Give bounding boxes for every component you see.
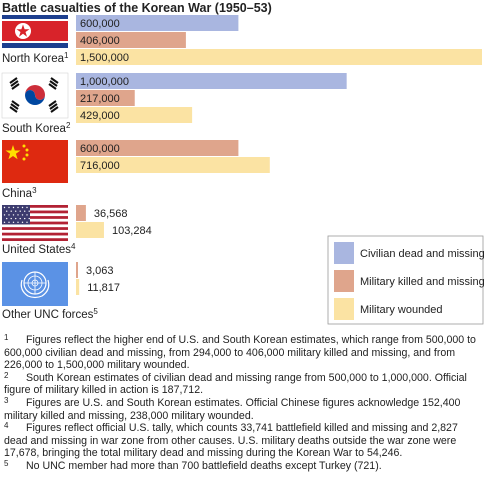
footnote: 3 Figures are U.S. and South Korean estim…	[4, 395, 461, 422]
bar-value-label: 11,817	[87, 282, 120, 294]
country-name-united-states: United States4	[2, 242, 76, 256]
bar-value-label: 36,568	[94, 208, 128, 220]
china-flag	[2, 140, 68, 183]
bar-military-killed	[76, 90, 135, 106]
bar-value-label: 600,000	[80, 18, 120, 30]
bar-military-wounded	[76, 279, 80, 295]
bar-military-wounded	[76, 157, 270, 173]
footnote: 5 No UNC member had more than 700 battlef…	[4, 458, 382, 472]
bar-military-killed	[76, 140, 239, 156]
bar-military-killed	[76, 262, 78, 278]
bar-military-wounded	[76, 49, 482, 65]
bar-value-label: 1,500,000	[80, 52, 129, 64]
legend-swatch-military-wounded	[334, 298, 354, 320]
bar-military-wounded	[76, 107, 193, 123]
bar-value-label: 103,284	[112, 225, 152, 237]
bar-value-label: 1,000,000	[80, 76, 129, 88]
bar-value-label: 429,000	[80, 110, 120, 122]
country-name-north-korea: North Korea1	[2, 51, 69, 65]
bar-value-label: 406,000	[80, 35, 120, 47]
bar-military-killed	[76, 205, 86, 221]
chart-title: Battle casualties of the Korean War (195…	[2, 1, 272, 15]
country-name-china: China3	[2, 186, 37, 200]
footnote: 2 South Korean estimates of civilian dead…	[4, 370, 467, 397]
bar-chart: North Korea1 South Korea2 China3 United …	[1, 15, 485, 325]
bar-value-label: 716,000	[80, 160, 120, 172]
bar-value-label: 217,000	[80, 93, 120, 105]
legend-swatch-civilian	[334, 242, 354, 264]
legend: Civilian dead and missing Military kille…	[327, 235, 485, 325]
bar-military-wounded	[76, 222, 104, 238]
footnotes: 1 Figures reflect the higher end of U.S. …	[4, 333, 482, 473]
bar-civilian	[76, 73, 347, 89]
legend-swatch-military-killed	[334, 270, 354, 292]
united-states-flag	[2, 205, 68, 241]
bar-civilian	[76, 15, 239, 31]
legend-label-military-wounded: Military wounded	[360, 304, 443, 316]
united-nations-flag	[2, 262, 68, 306]
legend-label-civilian: Civilian dead and missing	[360, 248, 485, 260]
bar-military-killed	[76, 32, 186, 48]
country-name-other-unc: Other UNC forces5	[2, 307, 98, 321]
footnote: 1 Figures reflect the higher end of U.S. …	[4, 333, 476, 372]
bar-value-label: 600,000	[80, 143, 120, 155]
country-name-south-korea: South Korea2	[2, 121, 71, 135]
bar-value-label: 3,063	[86, 265, 114, 277]
legend-label-military-killed: Military killed and missing	[360, 276, 485, 288]
south-korea-flag	[1, 72, 69, 119]
footnote: 4 Figures reflect official U.S. tally, wh…	[4, 421, 458, 460]
north-korea-flag	[2, 15, 68, 48]
